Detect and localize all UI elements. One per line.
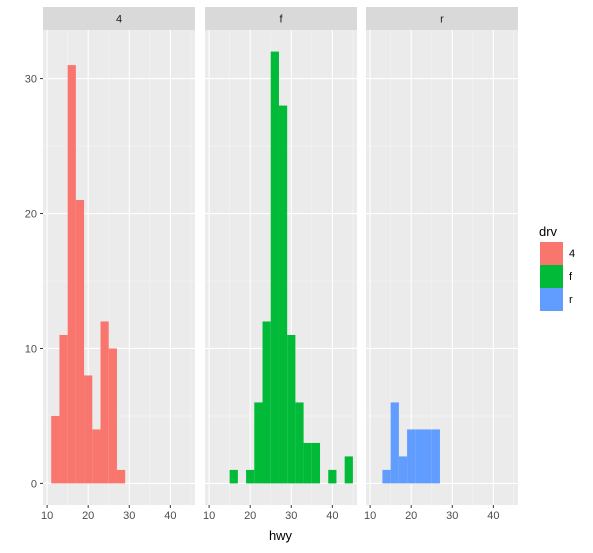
histogram-bar-f-3	[262, 321, 271, 484]
facet-panel-f: f 10 20 30 40	[203, 7, 357, 522]
facet-panel-r: r 10 20 30 40	[364, 7, 518, 522]
x-tick-label: 20	[82, 510, 94, 522]
histogram-bar-r-3	[407, 429, 416, 484]
histogram-bar-r-1	[390, 402, 399, 484]
histogram-bar-4-6	[100, 321, 109, 484]
x-tick-label: 20	[244, 510, 256, 522]
x-tick-label: 40	[487, 510, 499, 522]
facet-strip-f	[205, 7, 357, 30]
x-tick-label: 10	[364, 510, 376, 522]
facet-strip-label: 4	[116, 14, 122, 26]
legend-label-f: f	[569, 271, 573, 283]
y-tick-label: 30	[25, 74, 37, 86]
x-tick-label: 40	[164, 510, 176, 522]
x-tick-label: 30	[123, 510, 135, 522]
legend-key-r	[540, 288, 563, 311]
legend-label-4: 4	[569, 248, 575, 260]
histogram-bar-f-8	[303, 442, 312, 484]
histogram-bar-4-8	[116, 469, 126, 484]
legend-key-f	[540, 265, 563, 288]
histogram-bar-f-4	[270, 51, 279, 484]
panel-background	[366, 30, 518, 505]
x-tick-label: 10	[203, 510, 215, 522]
x-tick-label: 10	[41, 510, 53, 522]
histogram-bar-f-6	[287, 334, 296, 484]
x-tick-label: 30	[285, 510, 297, 522]
facet-panel-4: 4 10 20 30 40	[41, 7, 195, 522]
legend-title: drv	[539, 224, 558, 239]
histogram-bar-4-1	[59, 334, 68, 484]
histogram-bar-r-4	[415, 429, 424, 484]
histogram-bar-4-7	[108, 348, 117, 484]
histogram-bar-4-3	[75, 200, 85, 484]
facet-strip-4	[43, 7, 195, 30]
x-tick-label: 20	[405, 510, 417, 522]
histogram-bar-r-2	[398, 456, 408, 484]
histogram-bar-f-7	[295, 402, 304, 484]
histogram-bar-f-1	[246, 469, 255, 484]
y-tick-label: 0	[31, 478, 37, 490]
histogram-bar-4-0	[51, 415, 60, 484]
facet-strip-label: f	[279, 14, 283, 26]
histogram-bar-4-2	[67, 65, 76, 484]
histogram-bar-r-5	[423, 429, 432, 484]
x-tick-label: 40	[326, 510, 338, 522]
histogram-bar-f-11	[344, 456, 353, 484]
y-tick-label: 10	[25, 343, 37, 355]
histogram-bar-r-6	[431, 429, 440, 484]
y-tick-label: 20	[25, 209, 37, 221]
histogram-bar-f-10	[328, 469, 337, 484]
facet-strip-r	[366, 7, 518, 30]
x-axis-title: hwy	[269, 528, 293, 543]
histogram-bar-f-9	[311, 442, 321, 484]
histogram-bar-f-5	[278, 105, 288, 484]
histogram-bar-4-5	[92, 429, 101, 484]
facet-strip-label: r	[440, 14, 444, 26]
legend: drv 4 fr	[539, 224, 575, 311]
histogram-bar-4-4	[84, 375, 93, 484]
legend-key-4	[540, 242, 563, 265]
histogram-bar-r-0	[382, 469, 391, 484]
legend-label-r: r	[569, 294, 573, 306]
histogram-bar-f-0	[229, 469, 238, 484]
histogram-bar-f-2	[254, 402, 263, 484]
x-tick-label: 30	[446, 510, 458, 522]
